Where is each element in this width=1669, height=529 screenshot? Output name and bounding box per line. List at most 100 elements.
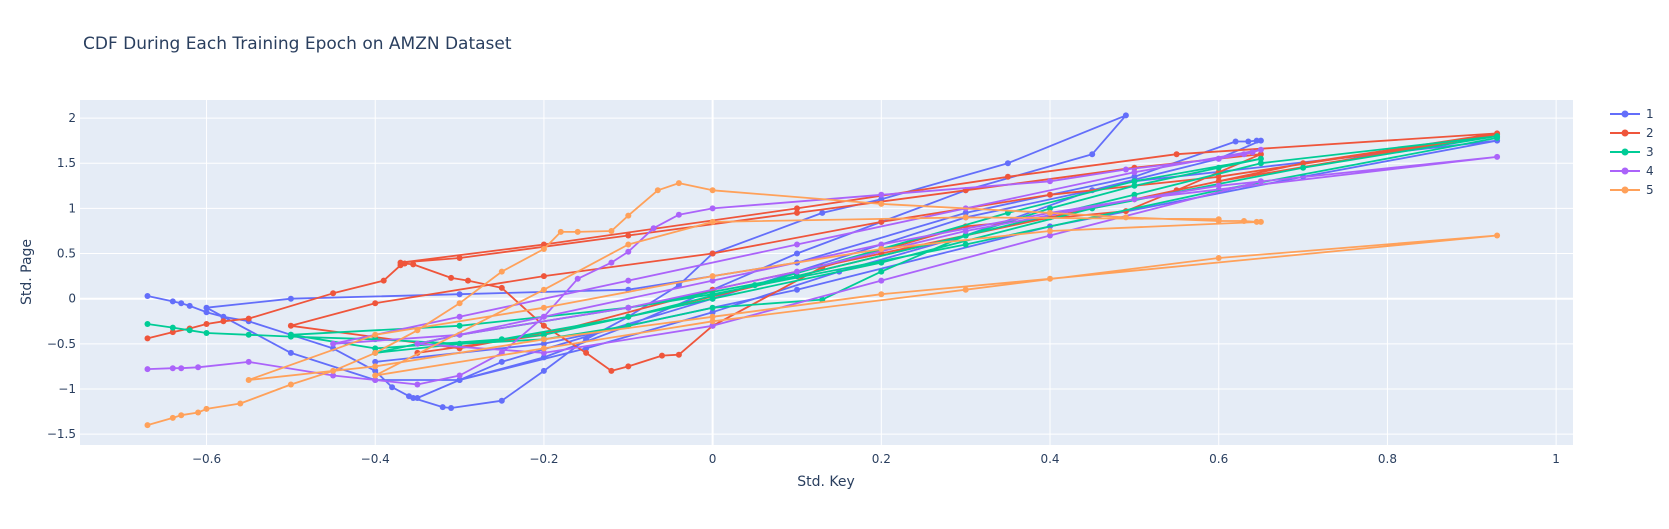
data-point bbox=[709, 187, 716, 194]
data-point bbox=[1215, 164, 1222, 171]
data-point bbox=[1253, 218, 1260, 225]
data-point bbox=[540, 345, 547, 352]
data-point bbox=[186, 302, 193, 309]
data-point bbox=[397, 259, 404, 266]
data-point bbox=[794, 286, 800, 293]
chart-title: CDF During Each Training Epoch on AMZN D… bbox=[83, 34, 512, 54]
data-point bbox=[1215, 173, 1222, 180]
data-point bbox=[330, 340, 337, 347]
data-point bbox=[962, 228, 969, 234]
data-point bbox=[1257, 151, 1264, 158]
data-point bbox=[625, 248, 632, 255]
data-point bbox=[540, 336, 547, 343]
data-point bbox=[819, 209, 826, 216]
legend-swatch-marker bbox=[1621, 167, 1629, 175]
legend-item-3[interactable]: 3 bbox=[1610, 145, 1654, 159]
data-point bbox=[1257, 146, 1264, 153]
data-point bbox=[709, 273, 716, 280]
data-point bbox=[169, 329, 176, 336]
data-point bbox=[372, 345, 379, 352]
data-point bbox=[540, 354, 547, 361]
legend-label: 5 bbox=[1646, 183, 1654, 197]
data-point bbox=[144, 293, 151, 299]
data-point bbox=[1131, 191, 1138, 198]
data-point bbox=[1241, 218, 1247, 224]
data-point bbox=[1215, 216, 1222, 223]
tick-labels: −0.6 −0.4 −0.2 0 0.2 0.4 0.6 0.8 1 −1.5 −1 −0.5 0 0.5… bbox=[47, 111, 1560, 466]
x-tick-label: 0.2 bbox=[872, 452, 891, 466]
x-tick-label: 1 bbox=[1552, 452, 1560, 466]
data-point bbox=[144, 335, 151, 342]
data-point bbox=[540, 367, 547, 374]
data-point bbox=[372, 349, 379, 356]
series-5 bbox=[144, 180, 1501, 429]
data-point bbox=[372, 377, 379, 383]
data-point bbox=[220, 318, 227, 325]
data-point bbox=[178, 412, 185, 419]
legend-item-2[interactable]: 2 bbox=[1610, 126, 1654, 140]
legend-item-4[interactable]: 4 bbox=[1610, 164, 1654, 178]
data-point bbox=[1131, 182, 1138, 189]
data-point bbox=[448, 405, 455, 411]
data-point bbox=[1245, 138, 1252, 145]
data-point bbox=[675, 180, 682, 187]
data-point bbox=[144, 366, 151, 373]
data-point bbox=[1253, 137, 1260, 144]
data-point bbox=[608, 228, 615, 234]
data-point bbox=[1131, 196, 1138, 203]
series-3 bbox=[144, 133, 1501, 356]
data-point bbox=[709, 309, 716, 316]
data-point bbox=[287, 295, 294, 302]
data-point bbox=[1047, 191, 1053, 198]
data-point bbox=[203, 330, 210, 336]
y-tick-label: −0.5 bbox=[47, 337, 76, 351]
legend: 1 2 3 4 5 bbox=[1610, 107, 1654, 197]
legend-swatch-marker bbox=[1621, 186, 1629, 194]
data-point bbox=[709, 218, 716, 225]
x-axis-title: Std. Key bbox=[797, 474, 855, 490]
data-point bbox=[878, 277, 885, 284]
data-point bbox=[1215, 255, 1222, 261]
data-point bbox=[203, 321, 210, 327]
data-point bbox=[1004, 160, 1011, 167]
data-point bbox=[583, 349, 590, 356]
data-point bbox=[1494, 153, 1501, 160]
data-point bbox=[1300, 164, 1307, 171]
data-point bbox=[540, 340, 547, 347]
data-point bbox=[465, 277, 471, 284]
data-point bbox=[389, 384, 396, 391]
x-tick-label: 0 bbox=[709, 452, 717, 466]
data-point bbox=[794, 273, 800, 280]
data-point bbox=[287, 331, 294, 338]
y-tick-label: −1 bbox=[58, 382, 76, 396]
data-point bbox=[1122, 166, 1129, 173]
x-tick-label: −0.6 bbox=[192, 452, 221, 466]
data-point bbox=[1122, 112, 1129, 119]
data-point bbox=[1241, 151, 1247, 158]
legend-item-1[interactable]: 1 bbox=[1610, 107, 1654, 121]
data-point bbox=[1257, 155, 1264, 162]
data-point bbox=[540, 273, 547, 280]
data-point bbox=[1047, 209, 1053, 216]
data-point bbox=[448, 274, 455, 281]
data-point bbox=[1131, 173, 1138, 180]
data-point bbox=[1257, 160, 1264, 167]
data-point bbox=[625, 313, 632, 320]
data-point bbox=[203, 309, 210, 316]
data-point bbox=[372, 358, 379, 365]
data-point bbox=[608, 259, 615, 266]
data-point bbox=[456, 372, 463, 379]
data-point bbox=[540, 241, 547, 248]
data-point bbox=[410, 395, 417, 401]
data-point bbox=[659, 352, 665, 359]
data-point bbox=[203, 405, 210, 412]
data-point bbox=[794, 241, 800, 248]
data-point bbox=[574, 228, 581, 235]
data-point bbox=[878, 268, 885, 275]
legend-item-5[interactable]: 5 bbox=[1610, 183, 1654, 197]
data-point bbox=[1232, 138, 1239, 145]
data-point bbox=[608, 367, 615, 374]
y-tick-label: 2 bbox=[68, 111, 76, 125]
legend-label: 3 bbox=[1646, 145, 1654, 159]
